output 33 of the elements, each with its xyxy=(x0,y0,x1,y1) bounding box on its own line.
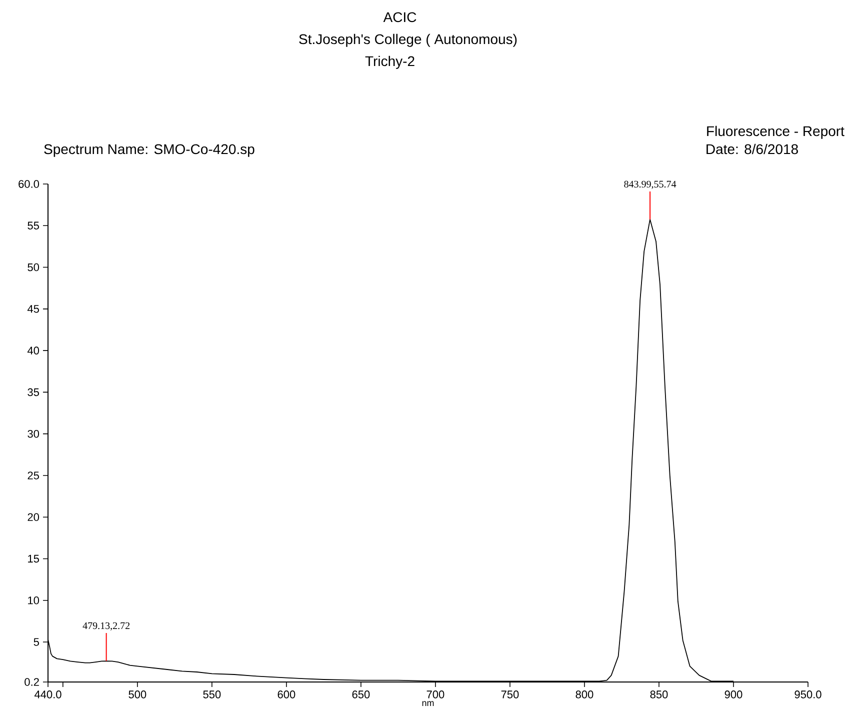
y-tick-label: 0.2 xyxy=(24,678,39,686)
y-tick-label: 10 xyxy=(28,596,40,604)
y-tick-label: 25 xyxy=(28,472,39,480)
x-tick-label: 650 xyxy=(352,690,370,698)
x-tick-label: 750 xyxy=(501,690,519,698)
y-tick-label: 50 xyxy=(28,263,40,272)
text: Date: 8/6/2018 xyxy=(706,144,798,154)
y-tick-label: 20 xyxy=(28,513,40,522)
y-tick-label: 30 xyxy=(28,430,40,438)
chart-title: ACIC xyxy=(383,12,416,22)
y-tick-label: 60.0 xyxy=(18,180,40,188)
x-tick-label: 550 xyxy=(203,690,221,698)
x-tick-label: 440.0 xyxy=(34,690,62,698)
y-tick-label: 55 xyxy=(28,222,39,230)
x-tick-label: 800 xyxy=(576,690,594,698)
y-tick-label: 40 xyxy=(27,346,40,354)
y-tick-label: 45 xyxy=(27,305,39,313)
x-axis-title: nm xyxy=(422,701,434,706)
text: Spectrum Name: SMO-Co-420.sp xyxy=(44,144,254,157)
x-tick-label: 700 xyxy=(426,690,444,698)
annotation: 843.99,55.74 xyxy=(624,180,676,189)
y-tick-label: 5 xyxy=(34,638,39,646)
x-tick-label: 850 xyxy=(650,690,668,698)
x-tick-label: 950.0 xyxy=(794,690,822,698)
annotation: 479.13,2.72 xyxy=(82,622,130,631)
y-tick-label: 15 xyxy=(28,554,39,563)
text: Fluorescence - Report xyxy=(707,126,844,139)
y-tick-label: 35 xyxy=(28,388,39,396)
chart-subtitle: St.Joseph's College ( Autonomous) xyxy=(299,34,517,47)
x-tick-label: 900 xyxy=(724,690,742,698)
x-tick-label: 600 xyxy=(278,690,296,698)
x-tick-label: 500 xyxy=(128,690,146,698)
text: Trichy-2 xyxy=(365,56,414,69)
